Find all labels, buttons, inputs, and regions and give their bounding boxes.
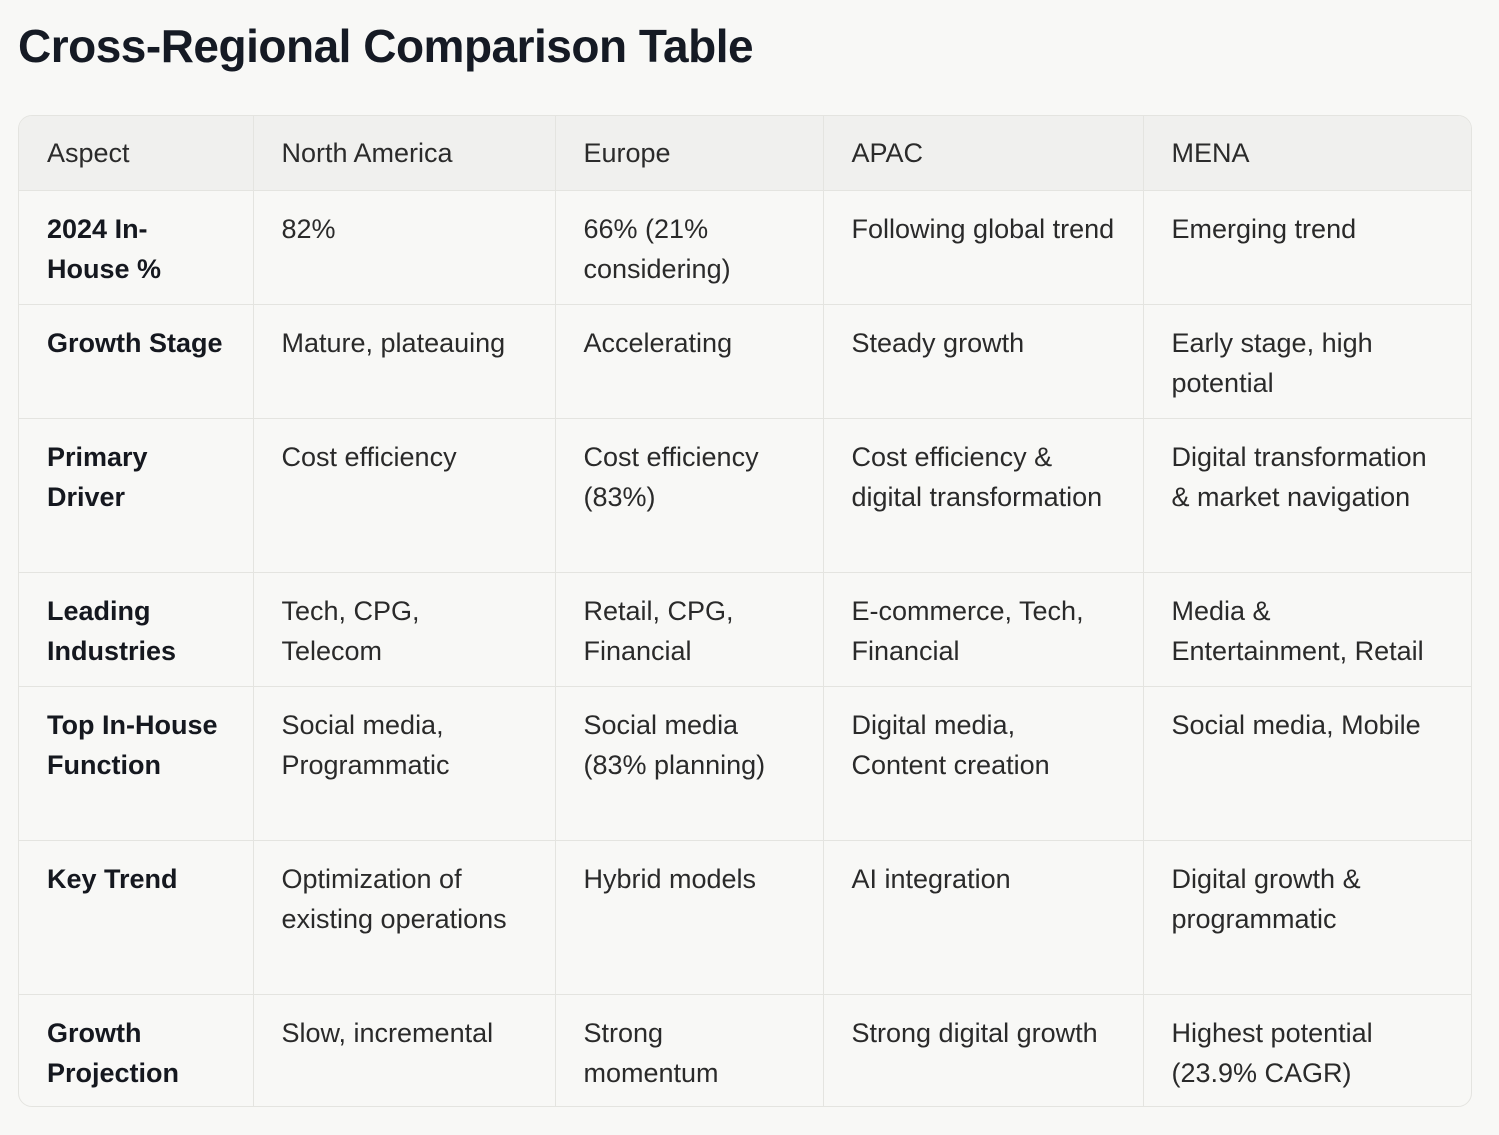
europe-cell: Cost efficiency (83%): [555, 418, 824, 573]
row-aspect-cell: Leading Industries: [19, 572, 254, 687]
europe-cell: Retail, CPG, Financial: [555, 572, 824, 687]
row-aspect-cell: Primary Driver: [19, 418, 254, 573]
table-row: Leading Industries Tech, CPG, Telecom Re…: [19, 572, 1471, 687]
row-aspect-cell: Growth Stage: [19, 304, 254, 419]
europe-cell: Hybrid models: [555, 840, 824, 995]
table-row: 2024 In-House % 82% 66% (21% considering…: [19, 190, 1471, 305]
mena-cell: Digital growth & programmatic: [1143, 840, 1471, 995]
page-title: Cross-Regional Comparison Table: [18, 20, 754, 72]
apac-cell: Strong digital growth: [823, 994, 1144, 1106]
north-america-cell: Social media, Programmatic: [253, 686, 556, 841]
row-aspect-cell: Key Trend: [19, 840, 254, 995]
header-mena: MENA: [1143, 116, 1471, 191]
mena-cell: Emerging trend: [1143, 190, 1471, 305]
europe-cell: Social media (83% planning): [555, 686, 824, 841]
table-row: Growth Projection Slow, incremental Stro…: [19, 994, 1471, 1106]
mena-cell: Social media, Mobile: [1143, 686, 1471, 841]
europe-cell: 66% (21% considering): [555, 190, 824, 305]
north-america-cell: Tech, CPG, Telecom: [253, 572, 556, 687]
header-aspect: Aspect: [19, 116, 254, 191]
header-north-america: North America: [253, 116, 556, 191]
north-america-cell: Slow, incremental: [253, 994, 556, 1106]
table-body: 2024 In-House % 82% 66% (21% considering…: [19, 190, 1471, 1106]
europe-cell: Accelerating: [555, 304, 824, 419]
mena-cell: Media & Entertainment, Retail: [1143, 572, 1471, 687]
comparison-table-container: Aspect North America Europe APAC MENA 20…: [18, 115, 1472, 1107]
apac-cell: AI integration: [823, 840, 1144, 995]
apac-cell: Following global trend: [823, 190, 1144, 305]
table-row: Top In-House Function Social media, Prog…: [19, 686, 1471, 841]
north-america-cell: Cost efficiency: [253, 418, 556, 573]
mena-cell: Highest potential (23.9% CAGR): [1171, 1017, 1373, 1088]
apac-cell: Cost efficiency & digital transformation: [823, 418, 1144, 573]
header-europe: Europe: [555, 116, 824, 191]
table-row: Key Trend Optimization of existing opera…: [19, 840, 1471, 995]
apac-cell: Steady growth: [823, 304, 1144, 419]
apac-cell: Digital media, Content creation: [823, 686, 1144, 841]
table-header: Aspect North America Europe APAC MENA: [19, 116, 1471, 191]
row-aspect-cell: Growth Projection: [19, 994, 254, 1106]
table-row: Growth Stage Mature, plateauing Accelera…: [19, 304, 1471, 419]
apac-cell: E-commerce, Tech, Financial: [823, 572, 1144, 687]
north-america-cell: Mature, plateauing: [253, 304, 556, 419]
header-row: Aspect North America Europe APAC MENA: [19, 116, 1471, 191]
row-aspect-cell: 2024 In-House %: [19, 190, 254, 305]
row-aspect-cell: Top In-House Function: [19, 686, 254, 841]
mena-cell: Digital transformation & market navigati…: [1143, 418, 1471, 573]
header-apac: APAC: [823, 116, 1144, 191]
table-row: Primary Driver Cost efficiency Cost effi…: [19, 418, 1471, 573]
comparison-table: Aspect North America Europe APAC MENA 20…: [19, 116, 1471, 1106]
north-america-cell: Optimization of existing operations: [253, 840, 556, 995]
europe-cell: Strong momentum: [555, 994, 824, 1106]
north-america-cell: 82%: [253, 190, 556, 305]
mena-cell: Early stage, high potential: [1143, 304, 1471, 419]
